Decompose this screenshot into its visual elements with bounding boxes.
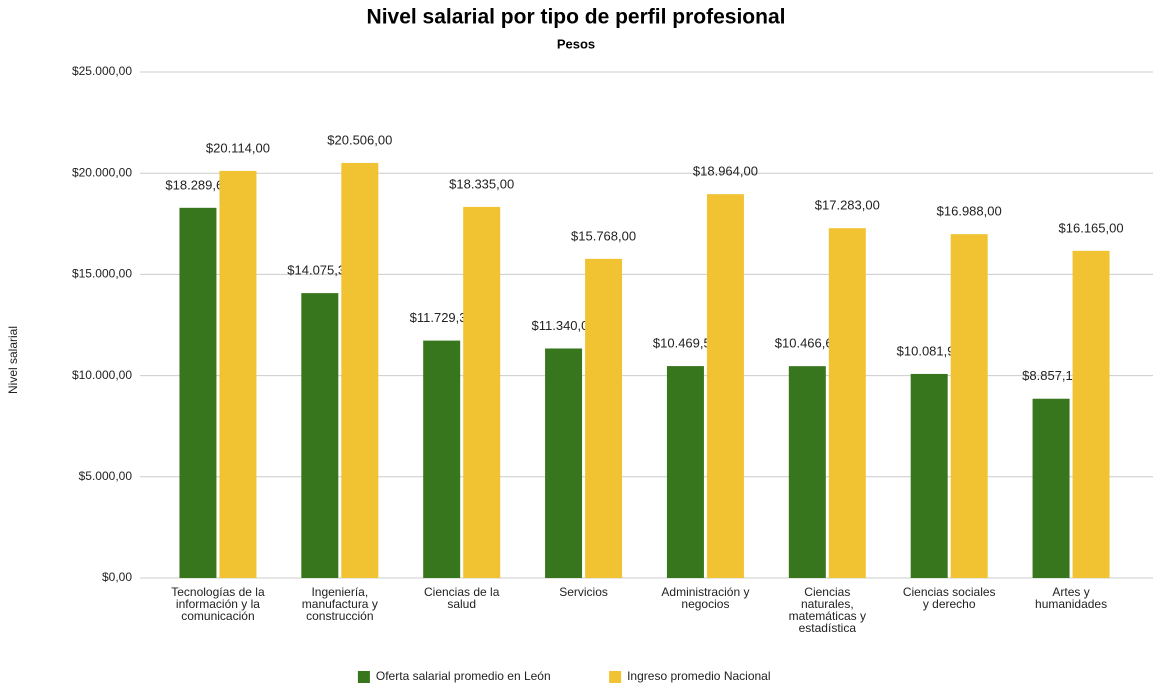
chart-subtitle: Pesos bbox=[557, 36, 595, 51]
y-tick-label: $10.000,00 bbox=[72, 368, 132, 382]
bar bbox=[219, 170, 257, 578]
value-label: $11.340,00 bbox=[532, 318, 596, 333]
x-tick-label: Tecnologías de la información y la comunic… bbox=[171, 585, 265, 623]
y-tick-label: $0,00 bbox=[102, 570, 132, 584]
y-tick-label: $15.000,00 bbox=[72, 267, 132, 281]
value-label: $18.335,00 bbox=[449, 176, 514, 191]
bar bbox=[910, 373, 948, 578]
y-tick-label: $20.000,00 bbox=[72, 165, 132, 179]
bar bbox=[301, 293, 339, 578]
bar bbox=[706, 194, 744, 578]
bar bbox=[666, 366, 704, 578]
value-label: $15.768,00 bbox=[571, 228, 636, 243]
value-label: $16.988,00 bbox=[937, 204, 1002, 219]
value-label: $11.729,38 bbox=[410, 310, 474, 325]
y-axis-label: Nivel salarial bbox=[6, 326, 20, 394]
bar bbox=[950, 234, 988, 578]
value-label: $8.857,14 bbox=[1022, 368, 1080, 383]
x-tick-label: Servicios bbox=[559, 585, 608, 599]
x-tick-label: Ciencias de la salud bbox=[424, 585, 500, 611]
bar bbox=[545, 348, 583, 578]
legend-label: Ingreso promedio Nacional bbox=[627, 669, 770, 683]
y-tick-label: $25.000,00 bbox=[72, 64, 132, 78]
bar bbox=[423, 340, 461, 578]
bar bbox=[828, 228, 866, 578]
x-tick-label: Ciencias sociales y derecho bbox=[903, 585, 996, 611]
value-label: $17.283,00 bbox=[815, 198, 880, 213]
bar bbox=[788, 366, 826, 578]
x-tick-label: Ciencias naturales, matemáticas y estadísti… bbox=[789, 585, 866, 635]
value-label: $20.506,00 bbox=[327, 132, 392, 147]
value-label: $20.114,00 bbox=[206, 140, 270, 155]
chart-title: Nivel salarial por tipo de perfil profes… bbox=[367, 6, 786, 29]
x-tick-label: Artes y humanidades bbox=[1035, 585, 1107, 611]
bar bbox=[463, 206, 501, 578]
value-label: $18.964,00 bbox=[693, 164, 758, 179]
x-tick-label: Ingeniería, manufactura y construcción bbox=[302, 585, 378, 623]
value-label: $10.469,59 bbox=[653, 336, 718, 351]
bar bbox=[1032, 398, 1070, 578]
bar bbox=[179, 207, 217, 578]
legend-label: Oferta salarial promedio en León bbox=[376, 669, 551, 683]
value-label: $16.165,00 bbox=[1059, 220, 1124, 235]
bar bbox=[585, 258, 623, 578]
value-label: $10.466,67 bbox=[775, 336, 840, 351]
value-label: $14.075,34 bbox=[287, 263, 352, 278]
value-label: $10.081,93 bbox=[897, 343, 962, 358]
bar bbox=[1072, 250, 1110, 578]
value-label: $18.289,67 bbox=[165, 177, 230, 192]
y-tick-label: $5.000,00 bbox=[79, 469, 133, 483]
bar bbox=[341, 162, 379, 578]
legend-swatch bbox=[357, 671, 370, 683]
legend-swatch bbox=[609, 671, 622, 683]
x-tick-label: Administración y negocios bbox=[661, 585, 749, 611]
